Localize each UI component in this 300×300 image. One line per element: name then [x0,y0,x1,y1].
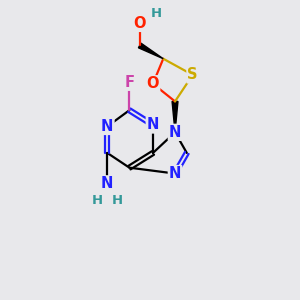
Text: F: F [124,75,134,90]
Text: H: H [92,194,103,207]
Text: N: N [147,118,159,133]
Text: N: N [101,176,113,191]
Text: H: H [150,7,161,20]
Text: O: O [147,76,159,91]
Text: O: O [134,16,146,31]
Text: S: S [188,68,198,82]
Polygon shape [172,101,178,132]
Text: N: N [169,125,181,140]
Text: N: N [101,119,113,134]
Text: H: H [112,194,123,207]
Polygon shape [138,43,163,59]
Text: N: N [169,166,181,181]
